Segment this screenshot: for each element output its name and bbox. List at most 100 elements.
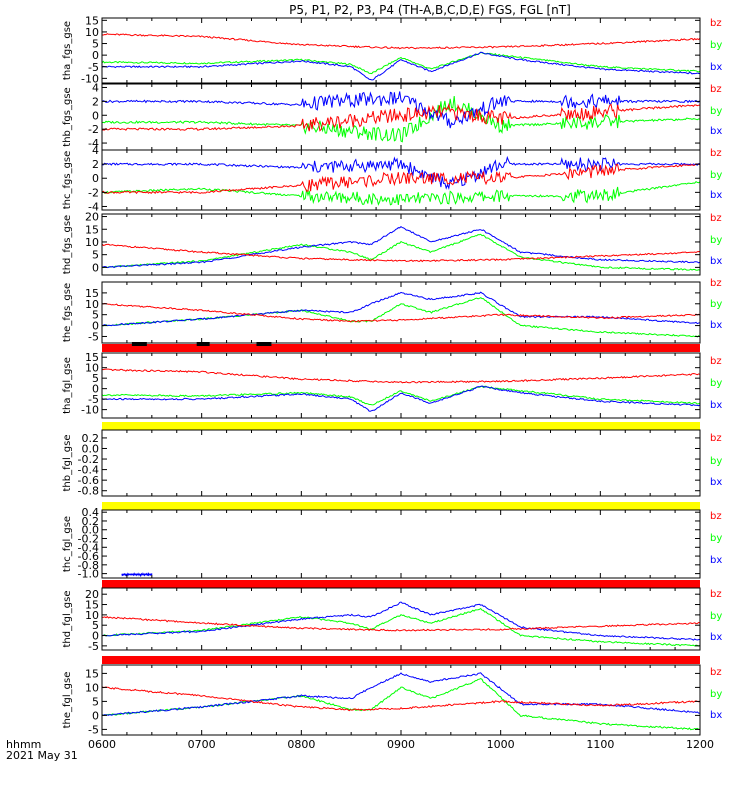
legend-bz: bz bbox=[710, 433, 722, 444]
legend-by: by bbox=[710, 456, 722, 467]
xtick-label: 1100 bbox=[586, 738, 614, 751]
legend-by: by bbox=[710, 106, 722, 117]
legend-by: by bbox=[710, 378, 722, 389]
series-bx-line bbox=[102, 155, 700, 190]
ytick-label: -10 bbox=[81, 404, 99, 417]
legend-bz: bz bbox=[710, 278, 722, 289]
legend-bz: bz bbox=[710, 511, 722, 522]
legend-bx: bx bbox=[710, 400, 722, 411]
legend-bz: bz bbox=[710, 213, 722, 224]
series-bx-line bbox=[102, 385, 700, 412]
xtick-label: 0700 bbox=[188, 738, 216, 751]
ytick-label: -2 bbox=[88, 186, 99, 199]
ytick-label: 5 bbox=[92, 309, 99, 322]
ytick-label: 10 bbox=[85, 609, 99, 622]
ytick-label: 4 bbox=[92, 144, 99, 157]
series-by-line bbox=[102, 95, 700, 143]
ytick-label: -4 bbox=[88, 200, 99, 213]
ytick-label: 0 bbox=[92, 261, 99, 274]
series-bz-line bbox=[102, 368, 700, 384]
ytick-label: 15 bbox=[85, 14, 99, 27]
ytick-label: 10 bbox=[85, 26, 99, 39]
ytick-label: 0.2 bbox=[82, 515, 100, 528]
legend-bx: bx bbox=[710, 632, 722, 643]
legend-bx: bx bbox=[710, 256, 722, 267]
panel-frame bbox=[101, 149, 701, 211]
panel-thc_fgs_gse: 420-2-4 thc_fgs_gse bz by bx bbox=[62, 144, 722, 213]
series-bz-line bbox=[102, 302, 700, 323]
ytick-label: -5 bbox=[88, 723, 99, 736]
series-by-line bbox=[102, 180, 700, 206]
flag-mark bbox=[131, 342, 147, 346]
panel-frame bbox=[101, 281, 701, 344]
series-by-line bbox=[102, 678, 700, 731]
ytick-label: -4 bbox=[88, 137, 99, 150]
panel-thc_fgl_gse: 0.40.20.0-0.2-0.4-0.6-0.8-1.0 thc_fgl_gse… bbox=[62, 502, 722, 581]
series-bx-line bbox=[102, 91, 700, 129]
panel-frame bbox=[101, 429, 701, 497]
series-by-line bbox=[102, 233, 700, 271]
panel-thb_fgl_gse: 0.20.0-0.2-0.4-0.6-0.8 thb_fgl_gse bz by bx bbox=[62, 422, 722, 498]
panel-frame bbox=[101, 664, 701, 736]
ylabel-the_fgl_gse: the_fgl_gse bbox=[62, 672, 73, 729]
ytick-label: -0.8 bbox=[78, 485, 99, 498]
series-bz-line bbox=[102, 102, 700, 132]
ytick-label: -0.2 bbox=[78, 533, 99, 546]
xtick-label: 1200 bbox=[686, 738, 714, 751]
legend-by: by bbox=[710, 299, 722, 310]
ytick-label: 10 bbox=[85, 681, 99, 694]
panel-frame bbox=[101, 587, 701, 651]
flag-bar bbox=[102, 656, 700, 664]
ylabel-tha_fgl_gse: tha_fgl_gse bbox=[62, 357, 73, 414]
ylabel-thc_fgl_gse: thc_fgl_gse bbox=[62, 516, 73, 572]
legend-bz: bz bbox=[710, 667, 722, 678]
panel-frame bbox=[101, 352, 701, 419]
ytick-label: -1.0 bbox=[78, 568, 99, 581]
ytick-label: -0.6 bbox=[78, 550, 99, 563]
legend-bz: bz bbox=[710, 18, 722, 29]
flag-mark bbox=[256, 342, 272, 346]
series-by-line bbox=[102, 607, 700, 647]
legend-bz: bz bbox=[710, 148, 722, 159]
ytick-label: 10 bbox=[85, 298, 99, 311]
ylabel-thb_fgl_gse: thb_fgl_gse bbox=[62, 435, 73, 492]
ytick-label: 0 bbox=[92, 630, 99, 643]
series-bx-line bbox=[102, 291, 700, 327]
ytick-label: 15 bbox=[85, 667, 99, 680]
ytick-label: 0 bbox=[92, 709, 99, 722]
panel-thb_fgs_gse: 420-2-4 thb_fgs_gse bz by bx bbox=[62, 81, 722, 151]
legend-bz: bz bbox=[710, 356, 722, 367]
x-axis-label: hhmm bbox=[6, 738, 41, 751]
ylabel-thc_fgs_gse: thc_fgs_gse bbox=[62, 151, 73, 210]
legend-bx: bx bbox=[710, 62, 722, 73]
ylabel-thb_fgs_gse: thb_fgs_gse bbox=[62, 87, 73, 146]
xtick-label: 0800 bbox=[287, 738, 315, 751]
series-bz-line bbox=[102, 686, 700, 712]
ylabel-thd_fgs_gse: thd_fgs_gse bbox=[62, 215, 73, 274]
series-bx-line bbox=[102, 601, 700, 641]
chart-title: P5, P1, P2, P3, P4 (TH-A,B,C,D,E) FGS, F… bbox=[289, 3, 571, 17]
legend-bx: bx bbox=[710, 477, 722, 488]
legend-by: by bbox=[710, 235, 722, 246]
ytick-label: -5 bbox=[88, 61, 99, 74]
ylabel-the_fgs_gse: the_fgs_gse bbox=[62, 283, 73, 342]
ytick-label: -0.2 bbox=[78, 453, 99, 466]
ytick-label: -0.4 bbox=[78, 464, 99, 477]
ytick-label: 0.0 bbox=[82, 442, 100, 455]
ytick-label: 0.0 bbox=[82, 524, 100, 537]
series-bz-line bbox=[102, 163, 700, 195]
ytick-label: -5 bbox=[88, 640, 99, 653]
ytick-label: 0.4 bbox=[82, 506, 100, 519]
series-bz-line bbox=[102, 243, 700, 263]
ytick-label: 5 bbox=[92, 619, 99, 632]
ytick-label: 20 bbox=[85, 211, 99, 224]
legend-bx: bx bbox=[710, 126, 722, 137]
ytick-label: 20 bbox=[85, 588, 99, 601]
legend-by: by bbox=[710, 170, 722, 181]
flag-mark bbox=[196, 342, 210, 346]
ytick-label: 0.2 bbox=[82, 432, 100, 445]
ytick-label: -0.4 bbox=[78, 541, 99, 554]
